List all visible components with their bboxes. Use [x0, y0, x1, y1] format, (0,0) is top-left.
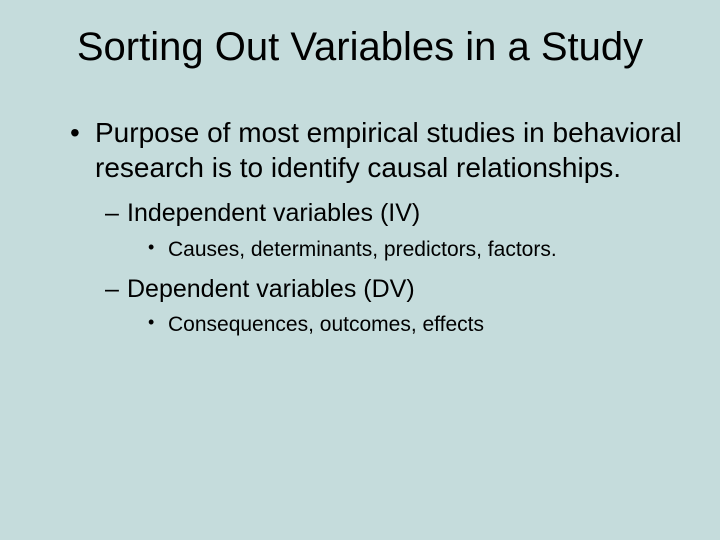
bullet-level2: Independent variables (IV) [105, 197, 690, 230]
bullet-level2: Dependent variables (DV) [105, 273, 690, 306]
slide-container: Sorting Out Variables in a Study Purpose… [0, 0, 720, 540]
bullet-level1: Purpose of most empirical studies in beh… [70, 115, 690, 185]
bullet-level3: Causes, determinants, predictors, factor… [148, 236, 690, 263]
slide-title: Sorting Out Variables in a Study [30, 25, 690, 70]
bullet-level3: Consequences, outcomes, effects [148, 311, 690, 338]
